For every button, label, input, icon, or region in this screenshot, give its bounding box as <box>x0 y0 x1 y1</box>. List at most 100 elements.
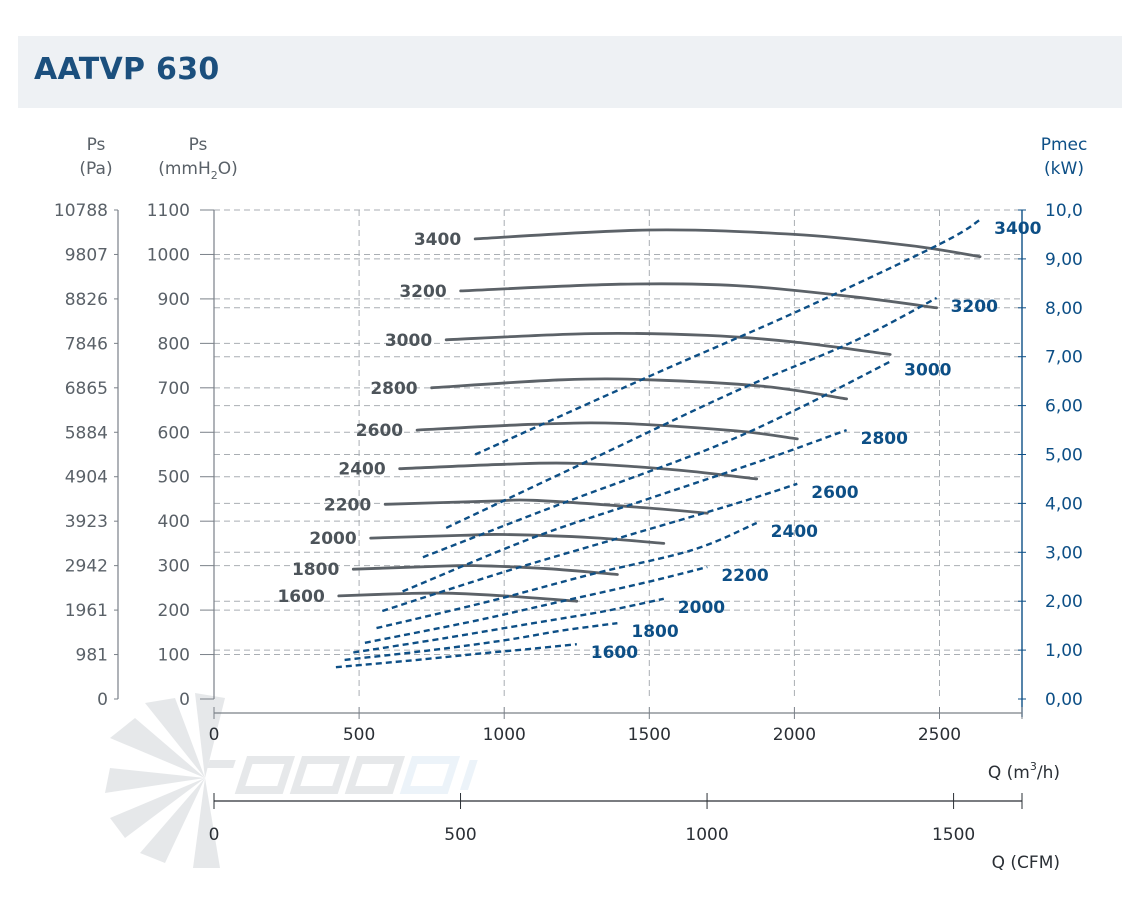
pressure-curves <box>337 228 982 603</box>
title-bar: AATVP 630 <box>18 36 1122 108</box>
x-cfm-axis-label: Q (CFM) <box>992 853 1060 873</box>
pressure-curve-label-1600: 1600 <box>277 587 324 607</box>
pressure-curve-label-2800: 2800 <box>370 379 417 399</box>
x-cfm-tick-label: 0 <box>209 825 220 845</box>
pressure-curve-label-1800: 1800 <box>292 560 339 580</box>
pressure-curve-2000 <box>369 532 666 545</box>
pressure-curve-label-3200: 3200 <box>399 282 446 302</box>
power-curve-2400 <box>376 521 758 630</box>
y-pa-tick-label: 4904 <box>65 468 108 488</box>
x-m3h-tick-label: 2500 <box>918 725 961 745</box>
pressure-curve-1800 <box>351 564 619 576</box>
y-kw-axis-label: Pmec <box>1041 135 1088 155</box>
y-kw-tick-label: 9,00 <box>1045 250 1083 270</box>
pressure-curve-label-2200: 2200 <box>324 495 371 515</box>
power-curve-3000 <box>422 360 891 559</box>
x-m3h-tick-label: 500 <box>343 725 375 745</box>
y-mmh2o-tick-label: 600 <box>158 423 190 443</box>
y-kw-tick-label: 10,0 <box>1045 201 1083 221</box>
y-kw-tick-label: 6,00 <box>1045 397 1083 417</box>
y-mmh2o-tick-label: 500 <box>158 468 190 488</box>
y-pa-tick-label: 6865 <box>65 379 108 399</box>
pressure-curve-1600 <box>337 591 579 603</box>
power-curve-label-2800: 2800 <box>861 429 908 449</box>
y-mmh2o-tick-label: 200 <box>158 601 190 621</box>
chart-axes: 10788 9807 8826 7846 6865 5884 4904 3923 2942 196… <box>54 201 1083 845</box>
y-pa-tick-label: 5884 <box>65 423 108 443</box>
y-kw-tick-label: 0,00 <box>1045 690 1083 710</box>
x-cfm-tick-label: 1000 <box>685 825 728 845</box>
page-title: AATVP 630 <box>34 52 220 87</box>
y-mmh2o-tick-label: 400 <box>158 512 190 532</box>
y-pa-tick-label: 7846 <box>65 334 108 354</box>
power-curve-label-1600: 1600 <box>591 643 638 663</box>
power-curve-3200 <box>445 296 938 529</box>
y-mmh2o-tick-label: 1100 <box>147 201 190 221</box>
y-kw-tick-label: 4,00 <box>1045 494 1083 514</box>
chart-grid <box>214 209 1022 699</box>
y-mmh2o-tick-label: 300 <box>158 557 190 577</box>
pressure-curve-2200 <box>383 498 709 515</box>
y-pa-tick-label: 3923 <box>65 512 108 532</box>
chart-labels: 3400320030002800260024002200200018001600… <box>277 219 1041 663</box>
x-m3h-tick-label: 1500 <box>628 725 671 745</box>
y-pa-tick-label: 9807 <box>65 245 108 265</box>
y-mmh2o-axis-unit: (mmH2O) <box>158 159 238 182</box>
power-curve-label-1800: 1800 <box>631 622 678 642</box>
x-m3h-tick-label: 0 <box>209 725 220 745</box>
y-pa-tick-label: 1961 <box>65 601 108 621</box>
power-curve-1800 <box>344 622 618 662</box>
y-kw-tick-label: 8,00 <box>1045 299 1083 319</box>
y-kw-tick-label: 7,00 <box>1045 348 1083 368</box>
pressure-curve-label-2400: 2400 <box>338 460 385 480</box>
y-kw-axis-unit: (kW) <box>1044 159 1084 179</box>
x-cfm-tick-label: 500 <box>444 825 476 845</box>
pressure-curve-3200 <box>459 282 938 310</box>
y-kw-tick-label: 1,00 <box>1045 641 1083 661</box>
power-curve-2800 <box>402 428 848 593</box>
x-m3h-axis-label: Q (m3/h) <box>988 760 1060 783</box>
pressure-curve-2800 <box>430 377 848 401</box>
y-kw-tick-label: 5,00 <box>1045 446 1083 466</box>
x-cfm-tick-label: 1500 <box>932 825 975 845</box>
y-pa-tick-label: 2942 <box>65 557 108 577</box>
power-curve-label-2200: 2200 <box>721 566 768 586</box>
pressure-curve-label-3000: 3000 <box>385 331 432 351</box>
y-kw-tick-label: 3,00 <box>1045 543 1083 563</box>
pressure-curve-label-3400: 3400 <box>414 230 461 250</box>
pressure-curve-2400 <box>398 461 759 481</box>
power-curve-3400 <box>474 218 981 456</box>
pressure-curve-3000 <box>444 331 892 356</box>
power-curve-label-3200: 3200 <box>951 297 998 317</box>
y-pa-axis-unit: (Pa) <box>79 159 112 179</box>
y-pa-axis-label: Ps <box>87 135 106 155</box>
y-mmh2o-tick-label: 0 <box>179 690 190 710</box>
power-curves <box>335 218 981 669</box>
y-mmh2o-tick-label: 100 <box>158 646 190 666</box>
pressure-curve-2600 <box>415 421 799 441</box>
x-m3h-tick-label: 2000 <box>773 725 816 745</box>
power-curve-2600 <box>381 482 798 613</box>
y-mmh2o-tick-label: 1000 <box>147 245 190 265</box>
y-pa-tick-label: 0 <box>97 690 108 710</box>
pressure-curve-3400 <box>473 228 982 259</box>
y-mmh2o-axis-label: Ps <box>189 135 208 155</box>
y-pa-tick-label: 10788 <box>54 201 108 221</box>
power-curve-label-2400: 2400 <box>771 522 818 542</box>
y-mmh2o-tick-label: 700 <box>158 379 190 399</box>
x-m3h-tick-label: 1000 <box>483 725 526 745</box>
ventel-watermark-logo <box>105 693 478 868</box>
pressure-curve-label-2600: 2600 <box>356 421 403 441</box>
power-curve-2200 <box>364 565 708 644</box>
power-curve-label-3400: 3400 <box>994 219 1041 239</box>
power-curve-1600 <box>335 643 577 669</box>
y-pa-tick-label: 981 <box>76 646 108 666</box>
y-pa-tick-label: 8826 <box>65 290 108 310</box>
y-mmh2o-tick-label: 800 <box>158 334 190 354</box>
power-curve-label-2600: 2600 <box>811 483 858 503</box>
y-mmh2o-tick-label: 900 <box>158 290 190 310</box>
pressure-curve-label-2000: 2000 <box>309 529 356 549</box>
power-curve-label-2000: 2000 <box>678 598 725 618</box>
y-kw-tick-label: 2,00 <box>1045 592 1083 612</box>
